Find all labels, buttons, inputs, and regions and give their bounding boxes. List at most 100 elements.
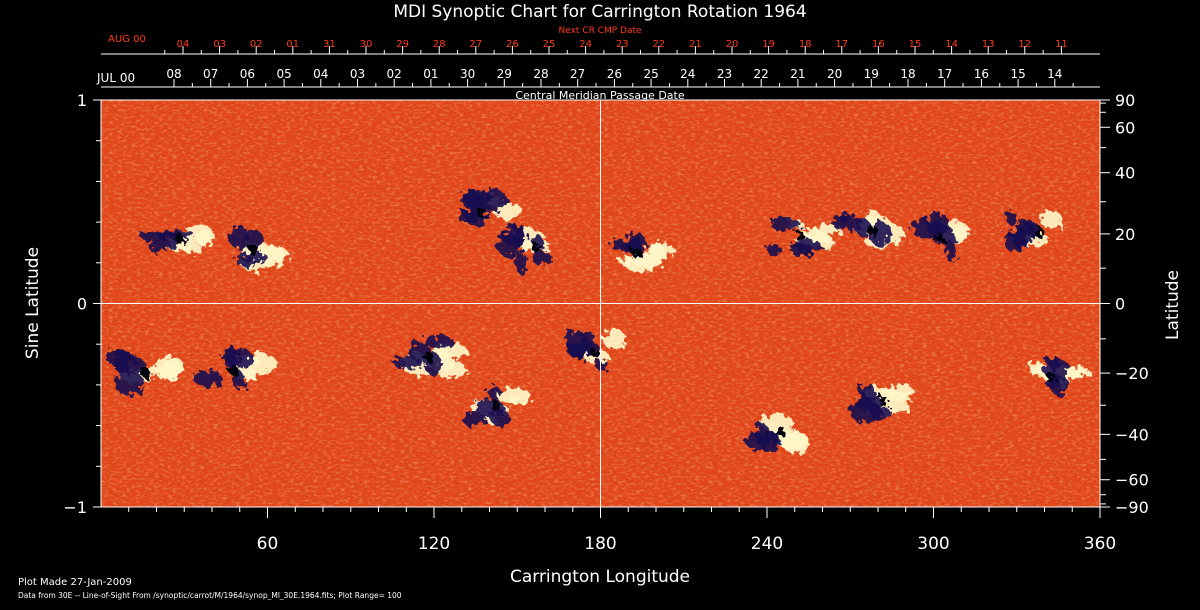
latitude-tick-label: −90 <box>1115 498 1149 517</box>
negative-flux-patch <box>462 412 487 427</box>
sunspot-core <box>490 400 501 411</box>
negative-flux-patch <box>769 218 801 231</box>
x-axis-label: Carrington Longitude <box>510 567 690 587</box>
sunspot-core <box>140 367 151 378</box>
positive-flux-patch <box>783 433 810 455</box>
positive-flux-patch <box>759 413 793 430</box>
next-cr-date-label: 30 <box>360 39 373 50</box>
negative-flux-patch <box>503 224 527 247</box>
negative-flux-patch <box>113 370 145 396</box>
negative-flux-patch <box>849 399 882 423</box>
cmp-date-label: 24 <box>680 67 695 81</box>
longitude-tick-label: 240 <box>751 534 783 554</box>
positive-flux-patch <box>648 243 666 264</box>
next-cr-cmp-axis: 04 03 02 01 31 30 29 28 27 26 25 24 23 22 21 20 19 18 17 16… <box>101 39 1100 55</box>
active-region-15 <box>745 413 810 455</box>
right-axis-label: Latitude <box>1163 270 1183 340</box>
negative-flux-patch <box>568 342 591 360</box>
latitude-axis: 90 60 40 20 0 −20 −40 −60 −90 <box>1100 91 1149 517</box>
left-axis-label: Sine Latitude <box>23 247 43 359</box>
chart-title: MDI Synoptic Chart for Carrington Rotati… <box>393 2 806 22</box>
positive-flux-patch <box>623 252 656 272</box>
negative-flux-patch <box>193 370 223 387</box>
next-cr-date-label: 25 <box>543 39 556 50</box>
next-cr-date-label: 12 <box>1018 39 1031 50</box>
cmp-date-label: 22 <box>754 67 769 81</box>
sunspot-core <box>878 396 889 407</box>
cmp-date-label: 15 <box>1010 67 1025 81</box>
negative-flux-patch <box>114 349 131 373</box>
positive-flux-patch <box>880 389 914 402</box>
plot-made-note: Plot Made 27-Jan-2009 <box>18 577 132 588</box>
gridlines <box>101 100 1100 507</box>
cmp-date-label: 27 <box>570 67 585 81</box>
next-cr-date-label: 22 <box>652 39 665 50</box>
next-cr-date-label: 13 <box>982 39 995 50</box>
sunspot-core <box>775 426 786 437</box>
cmp-date-label: 21 <box>790 67 805 81</box>
sunspot-core <box>1045 371 1056 382</box>
positive-flux-patch <box>496 388 532 405</box>
active-region-7 <box>831 209 905 249</box>
latitude-tick-label: −60 <box>1115 471 1149 490</box>
active-region-5 <box>609 232 675 272</box>
negative-flux-patch <box>515 252 527 274</box>
sunspot-core <box>476 206 487 217</box>
cmp-date-label: 02 <box>387 67 402 81</box>
cmp-date-label: 14 <box>1047 67 1062 81</box>
next-cr-date-label: 31 <box>323 39 336 50</box>
negative-flux-patch <box>225 347 253 369</box>
negative-flux-patch <box>237 252 269 262</box>
active-region-1 <box>138 223 215 254</box>
next-cr-date-label: 17 <box>835 39 848 50</box>
data-source-note: Data from 30E -- Line-of-Sight From /syn… <box>18 591 402 600</box>
cmp-date-label: 04 <box>313 67 328 81</box>
next-cr-date-label: 24 <box>579 39 592 50</box>
longitude-tick-label: 300 <box>917 534 949 554</box>
cmp-date-label: 20 <box>827 67 842 81</box>
sunspot-core <box>531 243 542 254</box>
cmp-date-label: 06 <box>240 67 255 81</box>
negative-flux-patch <box>475 398 504 418</box>
next-cr-month-label: AUG 00 <box>108 34 146 45</box>
next-cr-date-label: 26 <box>506 39 519 50</box>
cmp-date-label: 23 <box>717 67 732 81</box>
next-cr-date-label: 14 <box>945 39 958 50</box>
active-region-13 <box>462 385 532 427</box>
active-regions <box>105 188 1091 455</box>
next-cr-date-label: 02 <box>250 39 263 50</box>
positive-flux-patch <box>1039 211 1064 229</box>
positive-flux-patch <box>195 231 215 247</box>
cmp-date-label: 28 <box>533 67 548 81</box>
sunspot-core <box>229 365 240 376</box>
negative-flux-patch <box>138 230 168 241</box>
negative-flux-patch <box>229 226 250 250</box>
negative-flux-patch <box>532 251 553 267</box>
cmp-date-axis: 08 07 06 05 04 03 02 01 30 29 28 27 26 25 24 23 22 21 20 19… <box>101 67 1100 88</box>
longitude-tick-label: 60 <box>257 534 279 554</box>
next-cr-date-label: 29 <box>396 39 409 50</box>
longitude-tick-label: 360 <box>1084 534 1116 554</box>
cmp-date-label: 01 <box>423 67 438 81</box>
sunspot-core <box>248 245 259 256</box>
sunspot-core <box>934 233 945 244</box>
negative-flux-patch <box>1006 210 1017 225</box>
latitude-tick-label: 90 <box>1115 91 1135 110</box>
next-cr-date-label: 19 <box>762 39 775 50</box>
sunspot-core <box>867 225 878 236</box>
negative-flux-patch <box>1006 230 1031 240</box>
negative-flux-patch <box>464 190 493 210</box>
next-cr-date-label: 01 <box>286 39 299 50</box>
active-region-6 <box>767 218 843 257</box>
negative-flux-patch <box>609 239 641 251</box>
next-cr-date-label: 11 <box>1055 39 1068 50</box>
negative-flux-patch <box>1049 356 1060 373</box>
cmp-date-label: 05 <box>276 67 291 81</box>
negative-flux-patch <box>245 229 264 253</box>
negative-flux-patch <box>767 243 782 257</box>
next-cr-date-label: 15 <box>909 39 922 50</box>
sine-lat-tick-label: 1 <box>77 91 87 110</box>
active-region-3 <box>456 188 523 227</box>
active-region-8 <box>911 211 970 263</box>
negative-flux-patch <box>456 209 479 223</box>
